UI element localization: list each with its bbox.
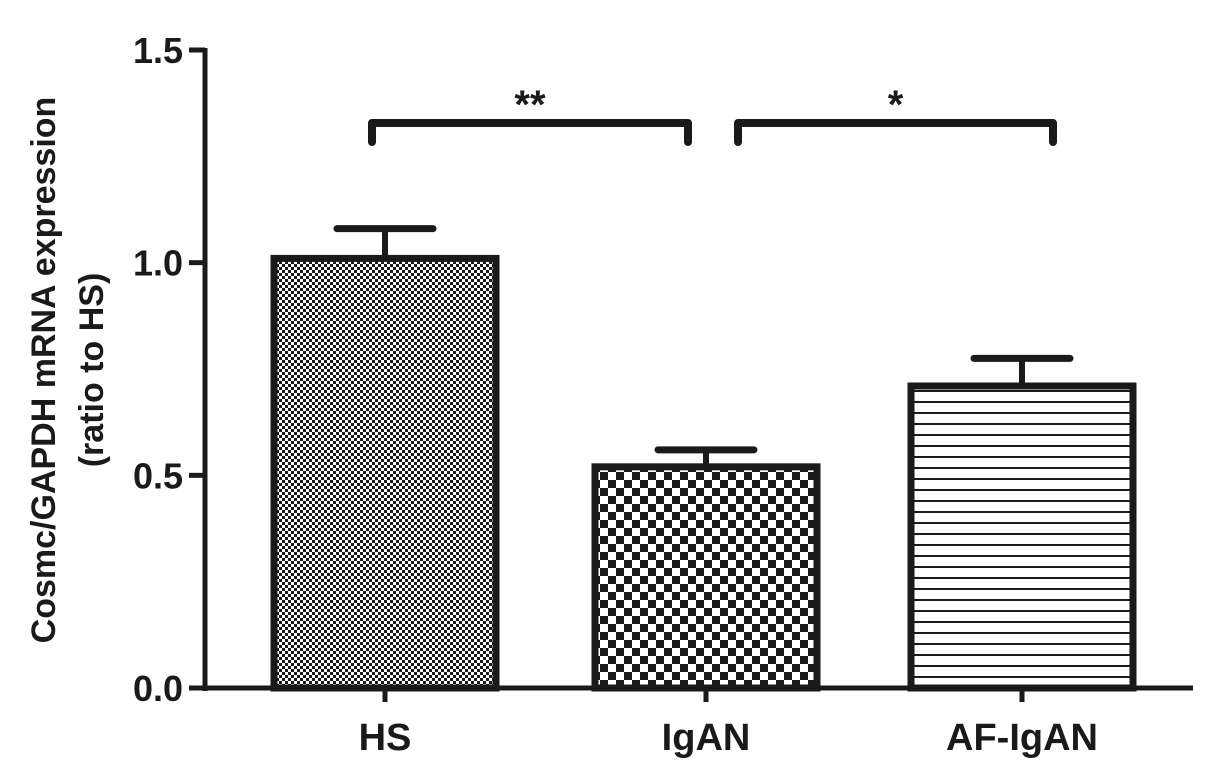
y-axis-ticks: 0.0 0.5 1.0 1.5 [133,30,205,709]
y-tick-label: 1.0 [133,243,183,284]
significance-label: ** [514,83,546,127]
bar-af-igan [907,382,1137,692]
y-tick-label: 1.5 [133,30,183,71]
x-axis-labels: HS IgAN AF-IgAN [359,688,1098,759]
significance-bracket [734,119,1057,146]
y-axis-title-line2: (ratio to HS) [73,273,111,468]
y-tick-label: 0.5 [133,455,183,496]
x-tick-label: IgAN [662,717,751,759]
x-tick-label: AF-IgAN [946,717,1098,759]
y-axis-title-line1: Cosmc/GAPDH mRNA expression [25,97,63,644]
bars [270,254,1137,692]
y-axis-title: Cosmc/GAPDH mRNA expression (ratio to HS… [25,97,111,644]
significance-label: * [888,83,904,127]
significance-bracket [368,119,692,146]
y-tick-label: 0.0 [133,668,183,709]
x-tick-label: HS [359,717,412,759]
bar-igan [591,463,821,692]
bar-hs [270,254,500,692]
error-bars [333,225,1074,467]
significance-brackets: ** * [368,83,1057,146]
axes [202,48,1193,691]
